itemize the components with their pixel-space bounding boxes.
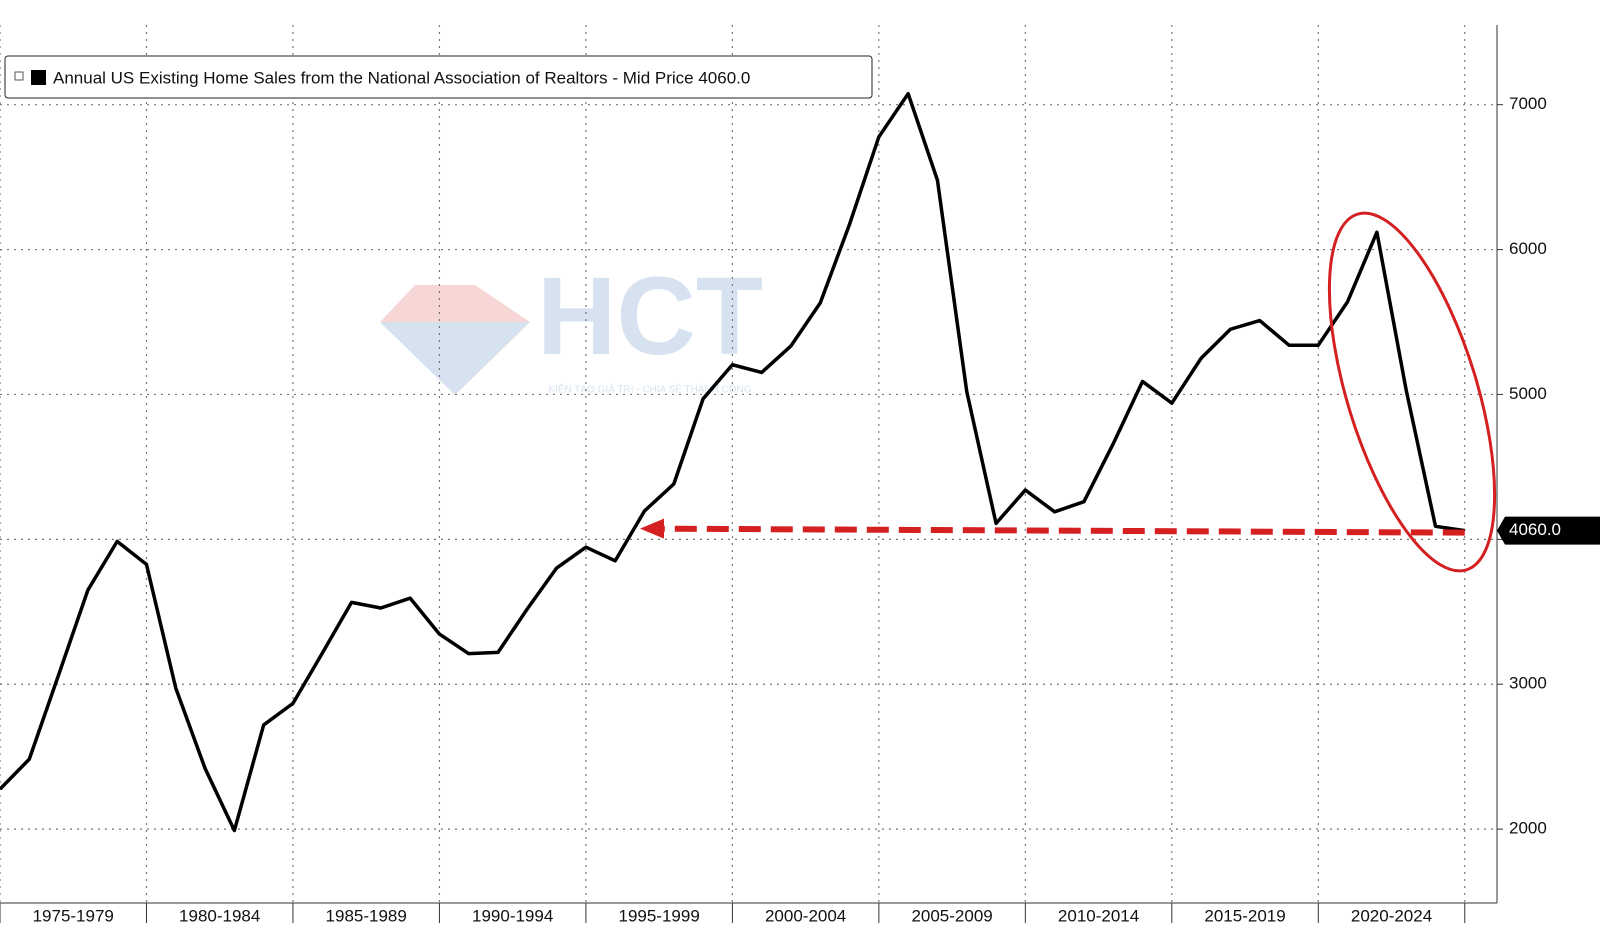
y-tick-label: 7000 [1509, 94, 1547, 113]
watermark-logo-shape [380, 285, 530, 395]
watermark-logo-shape [380, 322, 530, 395]
y-tick-label: 2000 [1509, 819, 1547, 838]
x-tick-label: 2020-2024 [1351, 906, 1432, 925]
y-tick-label: 5000 [1509, 384, 1547, 403]
x-tick-label: 1985-1989 [326, 906, 407, 925]
x-tick-label: 2000-2004 [765, 906, 846, 925]
legend-box [4, 55, 873, 99]
x-tick-label: 2005-2009 [911, 906, 992, 925]
legend-label: Annual US Existing Home Sales from the N… [53, 68, 750, 87]
annotation-ellipse [1327, 211, 1497, 573]
last-value-box [1497, 516, 1600, 545]
x-tick-label: 2015-2019 [1204, 906, 1285, 925]
watermark: HCT KIẾN TẠO GIÁ TRỊ - CHIA SẺ THÀNH CÔN… [380, 255, 763, 396]
annotation-arrowhead [640, 518, 664, 539]
legend-toggle[interactable] [14, 71, 24, 81]
x-tick-label: 1990-1994 [472, 906, 553, 925]
legend-swatch [31, 70, 46, 85]
last-value-badge: 4060.0 [1497, 516, 1600, 545]
x-tick-label: 1975-1979 [33, 906, 114, 925]
x-tick-label: 1980-1984 [179, 906, 260, 925]
y-tick-label: 3000 [1509, 674, 1547, 693]
x-tick-label: 1995-1999 [618, 906, 699, 925]
last-value-label: 4060.0 [1509, 520, 1561, 539]
annotation-arrow [654, 525, 1465, 536]
x-tick-label: 2010-2014 [1058, 906, 1139, 925]
legend: Annual US Existing Home Sales from the N… [4, 55, 873, 99]
watermark-logo: HCT [537, 255, 763, 378]
watermark-slogan: KIẾN TẠO GIÁ TRỊ - CHIA SẺ THÀNH CÔNG [548, 383, 752, 396]
series-line [0, 91, 1466, 833]
y-tick-label: 6000 [1509, 239, 1547, 258]
